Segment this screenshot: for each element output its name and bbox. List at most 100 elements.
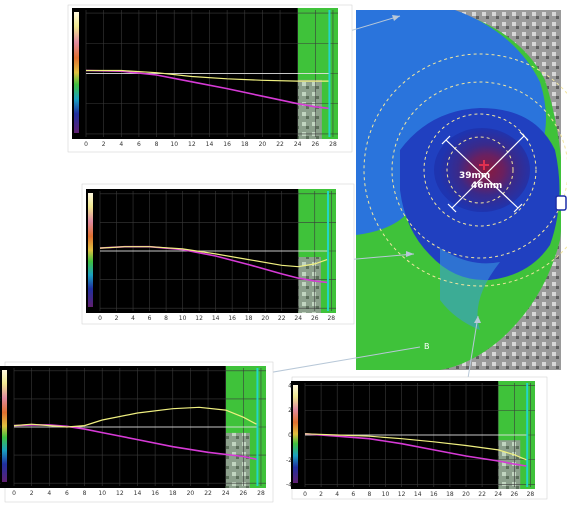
x-tick-label: 18 <box>241 141 249 148</box>
x-tick-label: 26 <box>311 141 319 148</box>
x-tick-label: 24 <box>294 141 302 148</box>
y-tick-label: 0 <box>288 432 292 439</box>
x-tick-label: 22 <box>478 491 486 498</box>
x-tick-label: 16 <box>430 491 438 498</box>
x-tick-label: 20 <box>259 141 267 148</box>
magenta-curve <box>304 433 527 467</box>
yellow-curve <box>99 246 328 268</box>
x-tick-label: 2 <box>319 491 323 498</box>
speckle-band <box>298 257 321 313</box>
cap-a2 <box>513 203 523 213</box>
x-tick-label: 8 <box>155 141 159 148</box>
label-39mm: 39mm <box>459 171 490 181</box>
x-tick-label: 8 <box>83 490 87 497</box>
profile-panel-2: 0 2 4 6 8 10 12 14 16 18 20 22 24 26 28 <box>81 183 355 325</box>
speckle-band <box>225 432 250 488</box>
x-tick-label: 20 <box>462 491 470 498</box>
x-tick-label: 22 <box>276 141 284 148</box>
x-tick-label: 12 <box>398 491 406 498</box>
x-tick-label: 18 <box>169 490 177 497</box>
y-tick-label: -4 <box>0 480 1 487</box>
pointer-2-head <box>406 251 414 257</box>
x-tick-label: 8 <box>367 491 371 498</box>
y-tick-label: -2 <box>286 457 292 464</box>
label-B: B <box>424 342 430 351</box>
pointer-heads <box>392 15 481 323</box>
x-tick-label: 0 <box>303 491 307 498</box>
color-scale <box>2 370 7 482</box>
x-tick-label: 6 <box>351 491 355 498</box>
y-tick-label: 4 <box>288 382 292 389</box>
x-tick-label: 28 <box>329 141 337 148</box>
cap-b1 <box>447 203 457 213</box>
x-tick-label: 6 <box>137 141 141 148</box>
x-tick-label: 2 <box>30 490 34 497</box>
x-tick-label: 6 <box>65 490 69 497</box>
y-tick-label: -2 <box>0 452 1 459</box>
map-lightblue-patch <box>440 248 500 330</box>
profile-panels: 0 2 4 6 8 10 12 14 16 18 20 22 24 26 280 2 4 6 8 10 12 14 16 18… <box>0 4 548 503</box>
map-core <box>434 128 530 212</box>
x-tick-label: 10 <box>98 490 106 497</box>
color-scale <box>88 193 93 307</box>
x-tick-label: 14 <box>134 490 142 497</box>
speckle-band <box>297 79 322 139</box>
x-tick-label: 28 <box>327 315 335 322</box>
measure-line-a <box>445 139 519 209</box>
x-tick-label: 28 <box>527 491 535 498</box>
x-tick-label: 4 <box>131 315 135 322</box>
x-tick-label: 22 <box>278 315 286 322</box>
x-tick-label: 16 <box>228 315 236 322</box>
yellow-curve <box>304 433 527 461</box>
x-tick-label: 10 <box>170 141 178 148</box>
x-tick-label: 4 <box>335 491 339 498</box>
x-tick-label: 4 <box>47 490 51 497</box>
x-tick-label: 8 <box>164 315 168 322</box>
x-tick-label: 6 <box>148 315 152 322</box>
center-cross <box>479 160 489 170</box>
x-tick-label: 2 <box>102 141 106 148</box>
y-tick-label: 4 <box>0 368 1 375</box>
measure-line-b <box>451 135 525 209</box>
x-tick-label: 24 <box>222 490 230 497</box>
x-tick-label: 0 <box>84 141 88 148</box>
x-tick-label: 14 <box>414 491 422 498</box>
magenta-curve <box>85 69 329 110</box>
x-tick-label: 18 <box>446 491 454 498</box>
x-tick-label: 26 <box>510 491 518 498</box>
x-tick-label: 16 <box>151 490 159 497</box>
x-tick-label: 26 <box>239 490 247 497</box>
map-right-edge <box>520 10 561 370</box>
label-46mm: 46mm <box>471 181 502 191</box>
x-tick-label: 4 <box>119 141 123 148</box>
x-tick-label: 14 <box>212 315 220 322</box>
x-tick-label: 24 <box>294 315 302 322</box>
x-tick-label: 16 <box>223 141 231 148</box>
x-tick-label: 0 <box>12 490 16 497</box>
yellow-curve <box>13 406 257 428</box>
ring-outermost <box>363 53 567 287</box>
x-tick-label: 12 <box>188 141 196 148</box>
x-tick-label: 12 <box>195 315 203 322</box>
color-scale <box>293 385 298 483</box>
y-tick-label: 2 <box>0 396 1 403</box>
x-tick-label: 18 <box>245 315 253 322</box>
x-tick-label: 20 <box>187 490 195 497</box>
cap-b2 <box>519 131 529 141</box>
x-tick-label: 26 <box>311 315 319 322</box>
profile-panel-1: 0 2 4 6 8 10 12 14 16 18 20 22 24 26 28 <box>67 4 353 153</box>
x-tick-label: 0 <box>98 315 102 322</box>
x-tick-label: 24 <box>494 491 502 498</box>
ring-middle <box>423 113 537 227</box>
x-tick-label: 22 <box>204 490 212 497</box>
x-tick-label: 10 <box>179 315 187 322</box>
x-tick-label: 2 <box>115 315 119 322</box>
y-tick-label: 0 <box>0 424 1 431</box>
ring-inner <box>446 136 514 204</box>
y-tick-label: 2 <box>288 407 292 414</box>
color-scale <box>74 12 79 133</box>
speckle-band <box>498 440 521 489</box>
